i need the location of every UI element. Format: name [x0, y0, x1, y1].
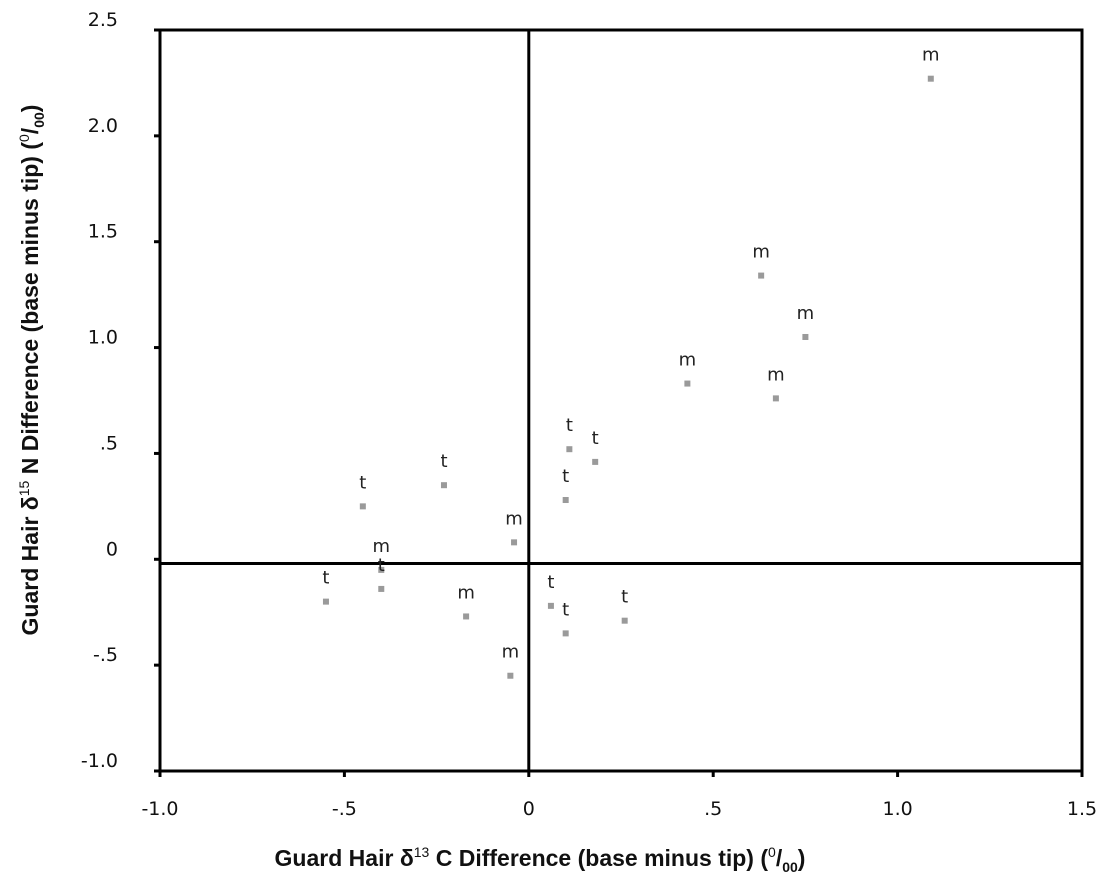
data-point — [378, 585, 385, 592]
data-point-label: m — [502, 642, 520, 663]
data-point-label: t — [322, 568, 329, 589]
y-tick-label: .5 — [100, 432, 118, 454]
y-tick-label: -.5 — [93, 644, 118, 666]
data-point-label: t — [566, 415, 573, 436]
data-point-label: m — [922, 45, 940, 66]
data-point — [440, 482, 447, 489]
data-point — [566, 446, 573, 453]
y-tick-label: 1.5 — [88, 221, 118, 243]
data-point-label: t — [378, 555, 385, 576]
data-point — [592, 458, 599, 465]
x-axis-title: Guard Hair δ13 C Difference (base minus … — [275, 844, 806, 875]
x-tick-label: .5 — [704, 798, 722, 820]
data-point-label: m — [679, 350, 697, 371]
data-point — [322, 598, 329, 605]
data-point — [562, 630, 569, 637]
data-point — [463, 613, 470, 620]
y-tick-label: 0 — [106, 538, 118, 560]
data-point — [802, 333, 809, 340]
data-point-label: t — [547, 572, 554, 593]
data-point-label: m — [373, 536, 391, 557]
data-point-label: t — [562, 466, 569, 487]
y-tick-label: -1.0 — [81, 750, 118, 772]
data-point — [758, 272, 765, 279]
data-point — [507, 672, 514, 679]
x-axis-ticks: -1.0 -.5 0 .5 1.0 1.5 — [141, 771, 1097, 820]
y-tick-label: 2.0 — [88, 115, 118, 137]
data-point — [621, 617, 628, 624]
data-point — [772, 395, 779, 402]
data-point — [684, 380, 691, 387]
data-point-label: m — [457, 582, 475, 603]
y-axis-ticks: -1.0 -.5 0 .5 1.0 1.5 2.0 2.5 — [81, 9, 160, 773]
y-tick-label: 2.5 — [88, 9, 118, 31]
data-point-label: m — [505, 508, 523, 529]
data-point — [562, 497, 569, 504]
y-axis-title: Guard Hair δ15 N Difference (base minus … — [16, 105, 47, 636]
plot-frame — [158, 28, 1084, 773]
data-point-label: t — [359, 472, 366, 493]
x-tick-label: 1.0 — [882, 798, 912, 820]
reference-lines — [160, 30, 1082, 771]
data-point — [359, 503, 366, 510]
data-point — [511, 539, 518, 546]
x-tick-label: 1.5 — [1067, 798, 1097, 820]
data-point-label: t — [621, 587, 628, 608]
data-point-label: t — [562, 599, 569, 620]
x-tick-label: -.5 — [332, 798, 357, 820]
data-point-label: m — [752, 242, 770, 263]
data-point-label: m — [797, 303, 815, 324]
data-point-label: m — [767, 364, 785, 385]
data-point-label: t — [440, 451, 447, 472]
plot-border — [158, 28, 1084, 773]
data-point — [547, 602, 554, 609]
x-tick-label: 0 — [523, 798, 535, 820]
data-point — [378, 566, 385, 573]
y-tick-label: 1.0 — [88, 327, 118, 349]
x-tick-label: -1.0 — [141, 798, 178, 820]
data-point — [927, 75, 934, 82]
data-point-label: t — [592, 428, 599, 449]
